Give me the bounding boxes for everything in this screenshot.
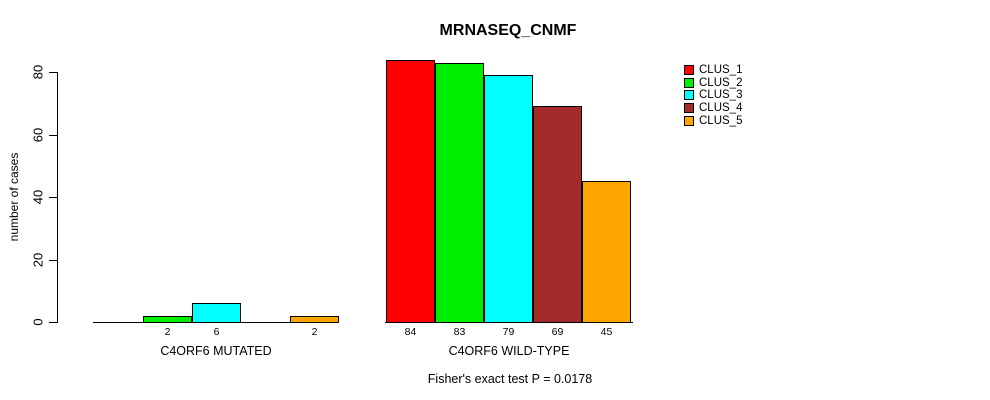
y-tick-label: 40 — [30, 189, 46, 205]
legend: CLUS_1 CLUS_2 CLUS_3 CLUS_4 CLUS_5 — [684, 64, 742, 127]
bar-clus_5-mutated — [290, 315, 339, 323]
y-tick — [49, 134, 57, 136]
legend-label: CLUS_2 — [699, 76, 743, 89]
bar-value-label: 2 — [164, 326, 171, 338]
legend-label: CLUS_3 — [699, 89, 743, 102]
y-tick-label: 80 — [30, 64, 46, 80]
y-tick — [49, 259, 57, 261]
group-label-mutated: C4ORF6 MUTATED — [160, 344, 272, 358]
bar-value-label: 6 — [213, 326, 220, 338]
legend-item: CLUS_2 — [684, 77, 742, 90]
bar-clus_5-wild-type — [582, 181, 631, 323]
y-tick-label: 20 — [30, 252, 46, 267]
bar-value-label: 79 — [502, 326, 515, 338]
legend-label: CLUS_5 — [699, 114, 743, 127]
bar-clus_2-wild-type — [435, 62, 484, 323]
bar-clus_1-wild-type — [386, 59, 435, 323]
y-tick — [49, 197, 57, 198]
y-tick — [49, 322, 57, 323]
y-tick-label: 60 — [30, 127, 46, 142]
legend-swatch-icon — [684, 90, 694, 101]
legend-item: CLUS_4 — [684, 102, 742, 115]
bar-clus_2-mutated — [143, 315, 192, 323]
legend-swatch-icon — [684, 103, 694, 114]
y-tick-label: 0 — [30, 318, 46, 326]
bar-value-label: 45 — [600, 326, 613, 338]
bar-clus_3-mutated — [192, 303, 241, 323]
legend-swatch-icon — [684, 115, 694, 126]
legend-item: CLUS_5 — [684, 114, 742, 127]
bar-value-label: 2 — [311, 326, 318, 338]
y-axis-line — [57, 72, 58, 323]
y-tick — [49, 72, 57, 73]
group-label-wild-type: C4ORF6 WILD-TYPE — [448, 344, 570, 358]
legend-swatch-icon — [684, 65, 694, 76]
legend-item: CLUS_1 — [684, 64, 742, 77]
bar-value-label: 69 — [551, 326, 564, 338]
legend-label: CLUS_4 — [699, 102, 743, 115]
legend-item: CLUS_3 — [684, 89, 742, 102]
bar-value-label: 84 — [404, 326, 417, 338]
fisher-test-annotation: Fisher's exact test P = 0.0178 — [427, 372, 593, 386]
bar-value-label: 83 — [453, 326, 466, 338]
legend-label: CLUS_1 — [699, 64, 743, 77]
chart-title: MRNASEQ_CNMF — [439, 22, 577, 39]
y-axis-label: number of cases — [7, 152, 21, 242]
legend-swatch-icon — [684, 77, 694, 88]
bar-clus_4-wild-type — [533, 106, 582, 323]
bar-clus_3-wild-type — [484, 75, 533, 323]
